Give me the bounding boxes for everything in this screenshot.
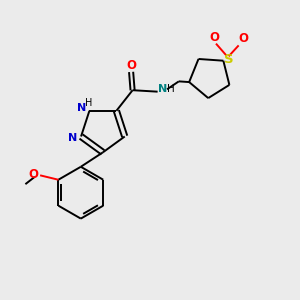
Text: S: S — [224, 53, 233, 66]
Text: H: H — [85, 98, 92, 108]
Text: O: O — [126, 59, 136, 72]
Text: O: O — [209, 31, 220, 44]
Text: O: O — [28, 168, 39, 181]
Text: H: H — [167, 84, 175, 94]
Text: N: N — [68, 133, 77, 143]
Text: N: N — [76, 103, 86, 113]
Text: O: O — [238, 32, 248, 45]
Text: N: N — [158, 84, 167, 94]
